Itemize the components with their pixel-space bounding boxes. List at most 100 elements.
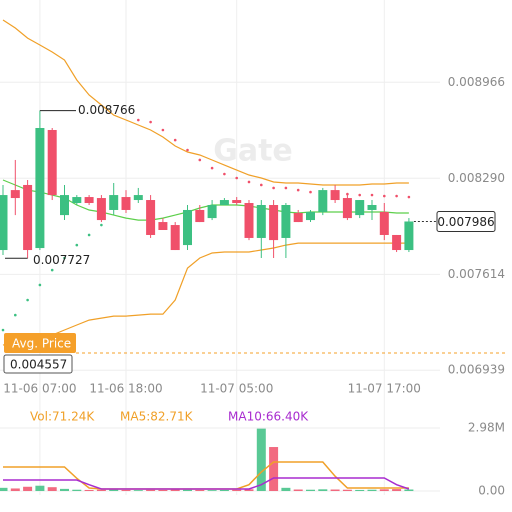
x-tick-label: 11-07 17:00 <box>348 382 421 396</box>
candle-body <box>244 203 254 238</box>
x-tick-label: 11-06 07:00 <box>3 382 76 396</box>
candle-body <box>60 195 69 216</box>
sar-dot <box>38 283 42 287</box>
candle-body <box>109 195 119 210</box>
sar-dot <box>370 193 374 197</box>
sar-dot <box>309 190 312 194</box>
volume-bar <box>60 488 69 491</box>
sar-dot <box>1 328 5 332</box>
sar-dot <box>247 180 251 184</box>
volume-bar <box>306 489 315 491</box>
volume-bar <box>35 485 45 491</box>
candle-body <box>392 234 402 251</box>
y-tick-label: 0.00 <box>478 484 505 498</box>
sar-dot <box>173 138 177 142</box>
x-tick-label: 11-06 18:00 <box>89 382 162 396</box>
sar-dot <box>235 176 238 180</box>
sar-dot <box>407 195 411 199</box>
sar-dot <box>272 186 275 190</box>
candle-body <box>146 200 156 235</box>
sar-dot <box>358 193 362 197</box>
sar-dot <box>346 192 349 196</box>
ma-legend: MA5:82.71K <box>120 410 194 424</box>
high-label: 0.008766 <box>78 103 135 117</box>
candle-body <box>379 211 389 235</box>
sar-dot <box>137 118 140 122</box>
avg-price-title: Avg. Price <box>12 337 71 351</box>
candle-body <box>121 197 131 210</box>
sar-dot <box>75 243 79 247</box>
volume-bar <box>244 489 254 491</box>
candle-body <box>133 195 143 201</box>
sar-dot <box>186 148 189 152</box>
y-tick-label: 0.006939 <box>448 363 505 377</box>
candle-body <box>84 197 94 204</box>
volume-bar <box>0 487 8 491</box>
sar-dot <box>149 120 152 124</box>
sar-dot <box>210 166 214 170</box>
candle-body <box>170 225 180 251</box>
sar-dot <box>260 183 263 187</box>
volume-bar <box>256 428 266 491</box>
sar-dot <box>14 313 17 317</box>
candle-body <box>96 198 106 221</box>
current-price-label: 0.007986 <box>437 215 494 229</box>
candle-body <box>355 200 365 216</box>
candle-body <box>0 195 8 251</box>
candle-body <box>330 190 340 201</box>
volume-bar <box>195 489 205 491</box>
y-tick-label: 0.008290 <box>448 171 505 185</box>
volume-bar <box>96 489 106 491</box>
volume-bar <box>281 487 291 491</box>
candle-body <box>269 205 279 241</box>
y-tick-label: 0.008966 <box>448 75 505 89</box>
sar-dot <box>100 223 103 227</box>
volume-bar <box>293 489 303 491</box>
candle-body <box>404 221 414 251</box>
volume-bar <box>47 487 57 491</box>
sar-dot <box>223 172 226 176</box>
volume-bar <box>72 489 82 491</box>
sar-dot <box>296 188 300 192</box>
volume-bar <box>183 489 192 491</box>
candle-body <box>232 200 242 204</box>
watermark: Gate <box>213 134 293 169</box>
volume-bar <box>367 489 377 491</box>
sar-dot <box>161 128 165 132</box>
sar-dot <box>63 256 66 260</box>
volume-bar <box>23 486 33 491</box>
candle-body <box>195 209 205 223</box>
volume-bar <box>146 489 156 491</box>
volume-bar <box>121 489 131 491</box>
low-label: 0.007727 <box>33 253 90 267</box>
volume-legend: Vol:71.24K <box>30 410 95 424</box>
volume-bar <box>10 488 20 491</box>
candle-body <box>256 205 266 238</box>
ma-line <box>3 461 409 490</box>
volume-bar <box>392 489 402 491</box>
band-upper <box>2 19 409 186</box>
sar-dot <box>50 268 54 272</box>
volume-bar <box>84 489 94 491</box>
sar-dot <box>383 194 386 198</box>
volume-bar <box>355 489 365 491</box>
candle-body <box>293 212 303 223</box>
candle-body <box>10 190 20 199</box>
y-tick-label: 2.98M <box>468 421 505 435</box>
candle-body <box>318 190 328 212</box>
candle-body <box>23 184 33 251</box>
band-lower <box>2 242 409 346</box>
volume-bar <box>109 489 119 491</box>
volume-bar <box>133 490 143 491</box>
candle-body <box>183 209 192 246</box>
candle-body <box>342 198 352 219</box>
volume-bar <box>404 489 414 491</box>
avg-price-label: 0.004557 <box>10 358 67 372</box>
sar-dot <box>26 298 29 302</box>
ma-legend: MA10:66.40K <box>228 410 309 424</box>
candle-body <box>367 205 377 210</box>
volume-bar <box>318 489 328 491</box>
candle-body <box>306 211 315 221</box>
band-middle <box>2 179 409 221</box>
